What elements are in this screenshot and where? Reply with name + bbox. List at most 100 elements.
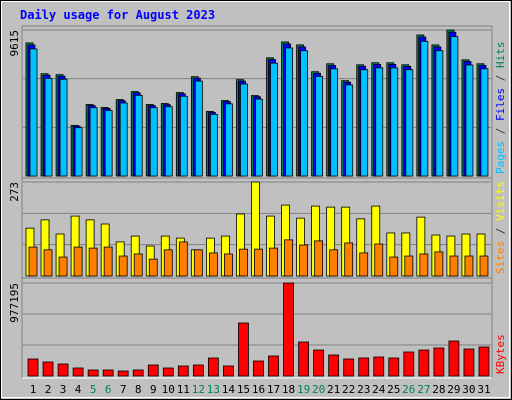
bar [240, 83, 248, 177]
x-tick-label: 1 [30, 383, 37, 396]
bar [147, 364, 159, 377]
x-tick-label: 8 [135, 383, 142, 396]
x-tick-label: 24 [372, 383, 386, 396]
bar [465, 64, 474, 177]
bar [208, 252, 218, 277]
bar [27, 358, 39, 377]
bar [388, 357, 400, 377]
bar [344, 242, 354, 277]
bar [255, 98, 263, 177]
bar [117, 370, 129, 377]
bar [419, 253, 429, 277]
legend-entry: Visits [494, 181, 507, 221]
legend-separator: / [494, 68, 507, 88]
x-tick-label: 21 [327, 383, 340, 396]
x-tick-label: 22 [342, 383, 355, 396]
bar [43, 249, 53, 277]
bar [44, 77, 53, 177]
x-tick-label: 19 [297, 383, 310, 396]
bar [73, 246, 83, 277]
x-tick-label: 16 [252, 383, 265, 396]
bar [209, 113, 218, 177]
x-tick-label: 18 [282, 383, 295, 396]
x-tick-label: 31 [477, 383, 490, 396]
x-tick-label: 7 [120, 383, 127, 396]
bar [87, 369, 99, 377]
legend-separator: / [494, 221, 507, 241]
bar [358, 357, 370, 377]
bar [269, 247, 278, 277]
x-tick-label: 13 [207, 383, 220, 396]
legend-entry: Pages [494, 141, 507, 174]
bar [418, 349, 430, 377]
x-tick-label: 20 [312, 383, 325, 396]
bar [463, 348, 475, 377]
bar [163, 249, 173, 277]
bar [207, 357, 219, 377]
x-tick-label: 27 [417, 383, 430, 396]
bar [270, 62, 278, 177]
chart-title: Daily usage for August 2023 [20, 8, 215, 22]
x-tick-label: 5 [90, 383, 97, 396]
bar [29, 48, 38, 177]
bar [72, 367, 84, 377]
bar [239, 248, 248, 277]
bar [300, 50, 308, 177]
bar [193, 249, 203, 277]
bar [405, 69, 414, 177]
bar [330, 68, 339, 177]
x-tick-label: 10 [162, 383, 175, 396]
bar [478, 346, 490, 377]
x-tick-label: 12 [192, 383, 205, 396]
bar [448, 340, 460, 377]
x-tick-label: 11 [177, 383, 190, 396]
x-tick-label: 3 [60, 383, 67, 396]
bar [464, 255, 474, 277]
bar [28, 246, 38, 277]
bar [283, 282, 294, 377]
x-tick-label: 6 [105, 383, 112, 396]
bar [88, 247, 98, 277]
bar [433, 347, 445, 377]
x-tick-label: 17 [267, 383, 280, 396]
bar [225, 103, 233, 177]
x-tick-label: 28 [432, 383, 445, 396]
bar [238, 322, 249, 377]
bar [315, 75, 324, 177]
bar [162, 367, 174, 377]
bar [134, 94, 143, 177]
bar [177, 365, 189, 377]
bar [268, 355, 279, 377]
bar [254, 248, 263, 277]
x-tick-label: 15 [237, 383, 250, 396]
y-tick-label: 9615 [8, 30, 21, 57]
bar [102, 369, 114, 377]
bar [435, 50, 444, 177]
bar [42, 361, 54, 377]
bar [57, 363, 69, 377]
bar [194, 80, 203, 177]
bar [403, 351, 415, 377]
legend-entry: Sites [494, 241, 507, 274]
bar [390, 67, 399, 177]
bar [314, 240, 324, 277]
legend: KBytes [494, 334, 507, 374]
bar [103, 246, 113, 277]
bar [89, 107, 98, 177]
bar [345, 84, 354, 177]
bar [58, 256, 68, 277]
bar [74, 127, 83, 177]
bar [328, 354, 340, 377]
bar [450, 36, 459, 177]
bar [132, 369, 144, 377]
bar [389, 256, 399, 277]
x-tick-label: 14 [222, 383, 236, 396]
bar [420, 40, 429, 177]
x-tick-label: 29 [447, 383, 460, 396]
bar [223, 365, 234, 377]
bar [404, 255, 414, 277]
bar [299, 244, 308, 277]
y-tick-label: 977195 [8, 283, 21, 323]
